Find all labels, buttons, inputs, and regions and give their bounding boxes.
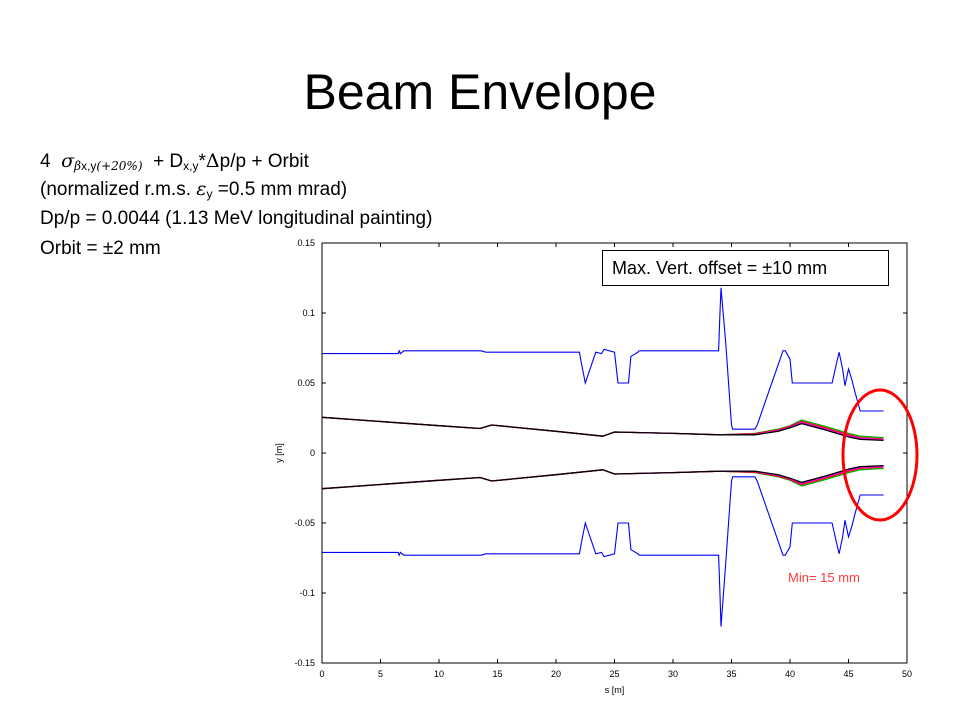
x-tick-label: 45	[843, 669, 853, 679]
orbit-line: Orbit = ±2 mm	[40, 238, 161, 259]
multiply-symbol: *	[198, 151, 206, 172]
delta-symbol: Δ	[205, 150, 220, 172]
emittance-suffix: =0.5 mm mrad)	[217, 179, 348, 200]
x-tick-label: 50	[902, 669, 912, 679]
y-tick-label: 0.15	[297, 238, 315, 248]
formula-rest: p/p + Orbit	[219, 151, 309, 172]
series-line-5-envelope_black	[321, 416, 884, 442]
y-tick-label: -0.1	[299, 588, 315, 598]
x-axis-label: s [m]	[605, 685, 625, 695]
plot-area	[321, 287, 884, 627]
x-tick-label: 10	[434, 669, 444, 679]
emittance-prefix: (normalized r.m.s.	[40, 179, 191, 200]
beta-symbol: β	[74, 159, 82, 173]
dispersion-term: + D	[153, 151, 184, 172]
axis-ticks: 0 5 10 15 20 25 30 35 40 45 50 0.15 0.1 0.05 0 -0.05 -0.…	[294, 238, 912, 679]
beta-subscript-percent: (+20%)	[96, 159, 143, 173]
plot-frame	[321, 242, 908, 664]
x-tick-label: 20	[551, 669, 561, 679]
epsilon-symbol: ε	[196, 178, 207, 200]
y-axis-label: y [m]	[274, 443, 284, 463]
y-tick-label: 0.05	[297, 378, 315, 388]
series-line-0-aperture	[322, 287, 884, 430]
y-tick-label: 0	[310, 448, 315, 458]
series-line-9-envelope_black	[321, 464, 884, 490]
y-tick-label: -0.15	[294, 658, 315, 668]
emittance-line: (normalized r.m.s. εy =0.5 mm mrad)	[40, 177, 347, 206]
min-aperture-note: Min= 15 mm	[788, 570, 860, 585]
x-tick-label: 35	[726, 669, 736, 679]
sigma-symbol: σ	[61, 150, 75, 172]
dispersion-subscript: x,y	[183, 159, 199, 173]
y-tick-label: -0.05	[294, 518, 315, 528]
x-tick-label: 25	[609, 669, 619, 679]
max-offset-callout: Max. Vert. offset = ±10 mm	[602, 250, 889, 286]
formula-coefficient: 4	[40, 151, 51, 172]
series-line-1-aperture	[322, 476, 884, 627]
x-tick-label: 0	[319, 669, 324, 679]
momentum-spread-line: Dp/p = 0.0044 (1.13 MeV longitudinal pai…	[40, 208, 433, 229]
x-tick-label: 40	[785, 669, 795, 679]
beta-subscript-xy: x,y	[81, 159, 97, 173]
x-tick-label: 5	[378, 669, 383, 679]
slide-title: Beam Envelope	[303, 64, 657, 120]
epsilon-subscript: y	[206, 187, 213, 201]
series-line-6-envelope_green	[321, 467, 884, 490]
highlight-circle	[841, 388, 919, 522]
x-tick-label: 15	[492, 669, 502, 679]
y-tick-label: 0.1	[302, 308, 315, 318]
formula-line: 4 σβx,y(+20%) + Dx,y*Δp/p + Orbit	[40, 149, 309, 178]
series-line-2-envelope_green	[321, 416, 884, 439]
x-tick-label: 30	[668, 669, 678, 679]
